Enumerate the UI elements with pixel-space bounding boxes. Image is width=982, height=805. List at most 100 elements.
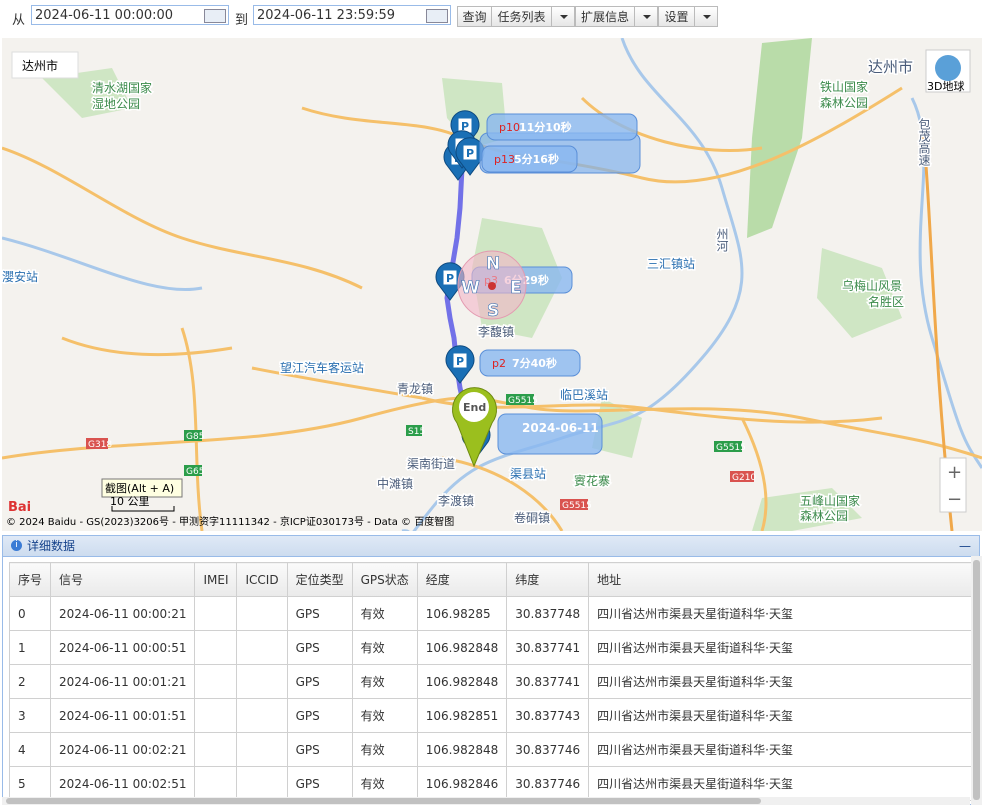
collapse[interactable]: — bbox=[959, 539, 971, 553]
map-label: 临巴溪站 bbox=[560, 388, 608, 402]
map-label: 瀴安站 bbox=[2, 269, 38, 284]
map-label: 渠县站 bbox=[510, 467, 546, 481]
map[interactable]: 达州市 清水湖国家 湿地公园 铁山国家 森林公园 包茂高速 三汇镇站 乌梅山风景… bbox=[2, 38, 982, 531]
table-row[interactable]: 4 2024-06-11 00:02:21 GPS 有效 106.982848 30.83… bbox=[8, 732, 975, 767]
settings-dropdown[interactable] bbox=[694, 6, 718, 27]
zoom-in[interactable]: + bbox=[947, 462, 962, 483]
table-cell bbox=[194, 630, 238, 665]
query-button[interactable]: 查询 bbox=[457, 6, 492, 27]
zoom-out[interactable]: − bbox=[947, 489, 962, 510]
table-cell: 2024-06-11 00:02:51 bbox=[50, 766, 196, 801]
table-row[interactable]: 1 2024-06-11 00:00:51 GPS 有效 106.982848 30.83… bbox=[8, 630, 975, 665]
end-value: 2024-06-11 23:59:59 bbox=[257, 8, 396, 23]
map-labels: 达州市 清水湖国家 湿地公园 铁山国家 森林公园 包茂高速 三汇镇站 乌梅山风景… bbox=[2, 57, 933, 527]
map-label: 清水湖国家 bbox=[92, 80, 152, 95]
table-cell: 30.837748 bbox=[506, 596, 590, 631]
table-cell: 30.837746 bbox=[506, 766, 590, 801]
table-cell: 有效 bbox=[351, 596, 418, 631]
label-box bbox=[479, 349, 581, 377]
table-cell: 0 bbox=[8, 596, 52, 631]
marker-time: 11分10秒 bbox=[519, 120, 572, 134]
table-cell bbox=[194, 596, 238, 631]
baidu-logo: Bai bbox=[8, 500, 31, 515]
table-cell: 四川省达州市渠县天星街道科华·天玺 bbox=[588, 630, 975, 665]
map-label: 森林公园 bbox=[820, 95, 868, 110]
pin-p-text: P bbox=[466, 147, 474, 160]
table-cell: 106.982846 bbox=[416, 766, 508, 801]
settings-button[interactable]: 设置 bbox=[658, 6, 695, 27]
road-shield: G85 bbox=[186, 432, 204, 442]
task-list-dropdown[interactable] bbox=[551, 6, 575, 27]
column-header[interactable]: IMEI bbox=[194, 562, 238, 597]
column-header[interactable]: GPS状态 bbox=[351, 562, 418, 597]
pin-p-text: P bbox=[456, 355, 464, 368]
table-cell: GPS bbox=[286, 766, 353, 801]
map-label: 望江汽车客运站 bbox=[280, 360, 364, 375]
end-marker: End bbox=[452, 387, 497, 468]
table-row[interactable]: 0 2024-06-11 00:00:21 GPS 有效 106.98285 30.837… bbox=[8, 596, 975, 631]
table-cell: 有效 bbox=[351, 630, 418, 665]
column-header[interactable]: 地址 bbox=[588, 562, 975, 597]
table-cell bbox=[236, 630, 288, 665]
table-cell: 3 bbox=[8, 698, 52, 733]
label-box bbox=[481, 145, 578, 173]
globe-button[interactable]: 3D地球 bbox=[925, 49, 971, 93]
table-cell bbox=[236, 664, 288, 699]
pin-p-text: P bbox=[446, 272, 454, 285]
start-value: 2024-06-11 00:00:00 bbox=[35, 8, 174, 23]
city-select[interactable]: 达州市 bbox=[11, 51, 79, 79]
table-cell bbox=[236, 596, 288, 631]
map-label: 賨花寨 bbox=[574, 473, 610, 488]
scale-text: 10 公里 bbox=[110, 495, 150, 508]
start-input[interactable]: 2024-06-11 00:00:00 bbox=[31, 5, 229, 25]
label-box bbox=[497, 413, 603, 455]
table-cell: 有效 bbox=[351, 766, 418, 801]
table-cell bbox=[194, 698, 238, 733]
panel-header: 详细数据 — bbox=[3, 536, 979, 557]
marker-time: 7分40秒 bbox=[512, 356, 557, 370]
column-header[interactable]: ICCID bbox=[236, 562, 288, 597]
marker-time: 5分16秒 bbox=[514, 152, 559, 166]
table-cell: 30.837741 bbox=[506, 664, 590, 699]
map-label: 湿地公园 bbox=[92, 96, 140, 111]
v-scrollbar[interactable] bbox=[971, 556, 982, 805]
map-label: 中滩镇 bbox=[377, 476, 413, 491]
map-label: 李馥镇 bbox=[478, 324, 514, 339]
compass-s: S bbox=[487, 301, 499, 321]
map-label: 青龙镇 bbox=[397, 382, 433, 396]
column-header[interactable]: 经度 bbox=[416, 562, 508, 597]
map-label: 乌梅山风景 bbox=[842, 278, 902, 293]
table-row[interactable]: 3 2024-06-11 00:01:51 GPS 有效 106.982851 30.83… bbox=[8, 698, 975, 733]
column-header[interactable]: 序号 bbox=[8, 562, 52, 597]
table-row[interactable]: 5 2024-06-11 00:02:51 GPS 有效 106.982846 30.83… bbox=[8, 766, 975, 801]
ext-info-dropdown[interactable] bbox=[634, 6, 658, 27]
task-list-button[interactable]: 任务列表 bbox=[491, 6, 552, 27]
pin-p bbox=[452, 352, 468, 369]
table-cell: 30.837741 bbox=[506, 630, 590, 665]
map-label: 渠南街道 bbox=[407, 456, 455, 471]
city-select-text: 达州市 bbox=[22, 58, 58, 73]
column-header[interactable]: 定位类型 bbox=[286, 562, 353, 597]
table-cell: 四川省达州市渠县天星街道科华·天玺 bbox=[588, 664, 975, 699]
road-shields: G318 G85 S15 G5515 G5515 G210 G5515 G65 bbox=[86, 394, 756, 511]
table-cell: GPS bbox=[286, 596, 353, 631]
map-label: 五峰山国家 bbox=[800, 493, 860, 508]
marker-id: p13 bbox=[494, 153, 515, 166]
end-label: End bbox=[463, 401, 486, 414]
end-input[interactable]: 2024-06-11 23:59:59 bbox=[253, 5, 451, 25]
data-table: 序号 信号 IMEI ICCID 定位类型 GPS状态 经度 纬度 地址 0 2024-06-11 … bbox=[8, 562, 975, 801]
h-scrollbar[interactable] bbox=[2, 797, 970, 805]
marker-id: p10 bbox=[499, 121, 520, 134]
map-label: 卷硐镇 bbox=[514, 510, 550, 525]
from-label: 从 bbox=[12, 13, 26, 28]
table-cell bbox=[236, 698, 288, 733]
ext-info-button[interactable]: 扩展信息 bbox=[575, 6, 635, 27]
table-cell bbox=[194, 664, 238, 699]
table-cell bbox=[236, 732, 288, 767]
zoom: + − bbox=[939, 457, 967, 513]
table-cell: 2024-06-11 00:01:21 bbox=[50, 664, 196, 699]
column-header[interactable]: 纬度 bbox=[506, 562, 590, 597]
table-cell bbox=[194, 732, 238, 767]
table-row[interactable]: 2 2024-06-11 00:01:21 GPS 有效 106.982848 30.83… bbox=[8, 664, 975, 699]
column-header[interactable]: 信号 bbox=[50, 562, 196, 597]
